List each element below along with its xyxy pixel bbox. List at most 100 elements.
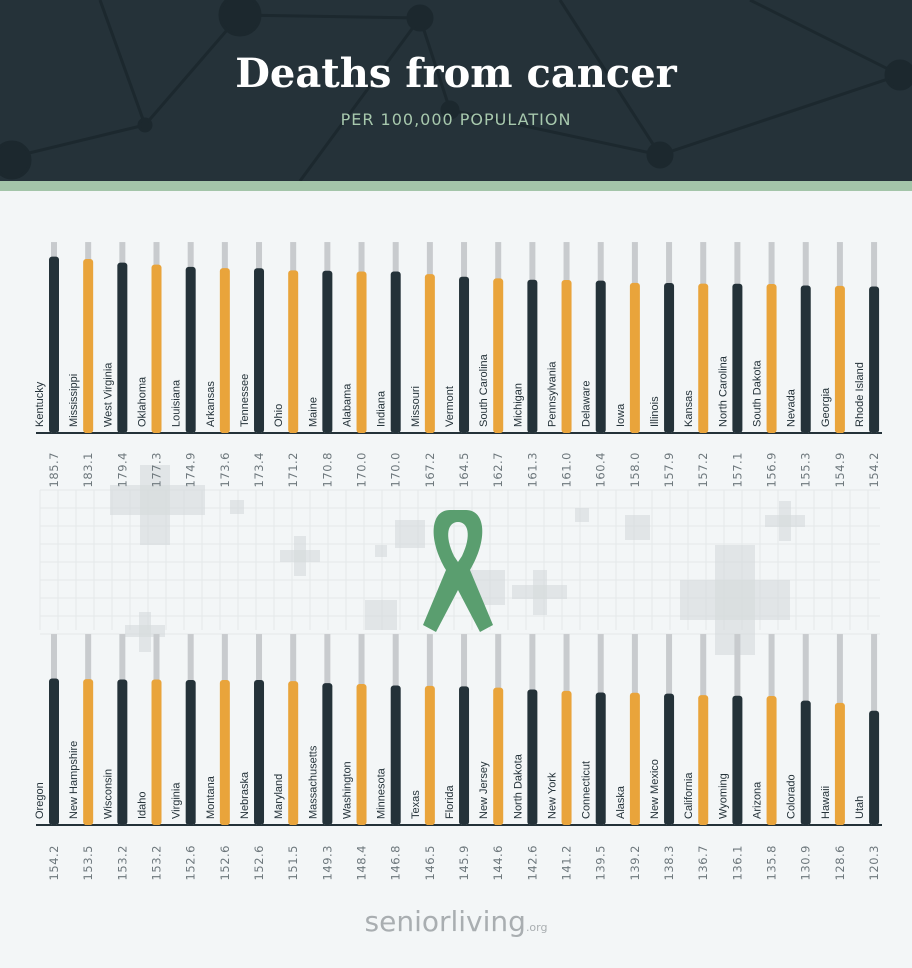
category-label: Idaho — [137, 791, 149, 819]
value-label: 157.9 — [662, 452, 676, 487]
value-label: 156.9 — [765, 452, 779, 487]
value-label: 120.3 — [867, 845, 881, 880]
value-label: 151.5 — [286, 845, 300, 880]
bar — [424, 274, 435, 433]
bar — [732, 283, 743, 433]
value-label: 152.6 — [218, 845, 232, 880]
value-label: 157.2 — [696, 452, 710, 487]
value-label: 153.2 — [150, 845, 164, 880]
chart-title: Deaths from cancer — [235, 50, 677, 97]
network-pattern — [0, 0, 912, 181]
value-label: 141.2 — [560, 845, 574, 880]
category-label: Oregon — [34, 782, 46, 819]
bar-row-2: Oregon 154.2 New Hampshire 153.5 Wisconsin 15… — [34, 634, 882, 880]
category-label: Wyoming — [717, 773, 729, 819]
category-label: Maryland — [273, 774, 285, 819]
value-label: 177.3 — [150, 452, 164, 487]
bar — [390, 271, 401, 433]
category-label: Alabama — [342, 383, 354, 427]
chart-subtitle: PER 100,000 POPULATION — [340, 110, 572, 129]
awareness-ribbon-icon — [423, 510, 493, 632]
value-label: 179.4 — [115, 452, 129, 487]
category-label: Wisconsin — [102, 769, 114, 819]
category-label: West Virginia — [102, 362, 114, 427]
category-label: Tennessee — [239, 374, 251, 427]
category-label: Massachusetts — [307, 745, 319, 819]
value-label: 145.9 — [457, 845, 471, 880]
bar — [800, 285, 811, 433]
value-label: 153.2 — [115, 845, 129, 880]
value-label: 128.6 — [833, 845, 847, 880]
value-label: 185.7 — [47, 452, 61, 487]
bar — [185, 266, 196, 433]
bar — [766, 283, 777, 433]
category-label: Delaware — [581, 381, 593, 427]
bar — [254, 680, 265, 825]
category-label: Arizona — [752, 781, 764, 819]
category-label: New Hampshire — [68, 741, 80, 819]
value-label: 164.5 — [457, 452, 471, 487]
bar — [219, 268, 230, 433]
category-label: Iowa — [615, 403, 627, 427]
bar — [595, 692, 606, 825]
category-label: New York — [547, 772, 559, 819]
value-label: 155.3 — [799, 452, 813, 487]
value-label: 173.6 — [218, 452, 232, 487]
bar — [698, 695, 709, 825]
bar — [322, 270, 333, 433]
value-label: 152.6 — [252, 845, 266, 880]
category-label: North Carolina — [717, 355, 729, 427]
category-label: Alaska — [615, 785, 627, 819]
bar — [869, 286, 880, 433]
value-label: 183.1 — [81, 452, 95, 487]
category-label: Florida — [444, 784, 456, 819]
bar — [117, 679, 128, 825]
bar — [83, 259, 94, 433]
category-label: Nevada — [786, 388, 798, 427]
bar — [151, 264, 162, 433]
value-label: 135.8 — [765, 845, 779, 880]
bar — [664, 282, 675, 433]
value-label: 136.7 — [696, 845, 710, 880]
value-label: 154.9 — [833, 452, 847, 487]
category-label: Kentucky — [34, 381, 46, 427]
category-label: Minnesota — [376, 767, 388, 819]
bar — [459, 276, 470, 433]
bar — [834, 285, 845, 433]
bar — [527, 689, 538, 825]
bar — [766, 695, 777, 825]
bar — [288, 270, 299, 433]
value-label: 146.5 — [423, 845, 437, 880]
bar — [732, 695, 743, 825]
value-label: 161.0 — [560, 452, 574, 487]
value-label: 173.4 — [252, 452, 266, 487]
category-label: Illinois — [649, 396, 661, 427]
category-label: Indiana — [376, 390, 388, 427]
bar — [493, 278, 504, 433]
value-label: 154.2 — [867, 452, 881, 487]
bar — [629, 692, 640, 825]
value-label: 144.6 — [491, 845, 505, 880]
value-label: 139.2 — [628, 845, 642, 880]
category-label: Hawaii — [820, 786, 832, 819]
value-label: 138.3 — [662, 845, 676, 880]
divider-stripe — [0, 181, 912, 191]
bar — [561, 690, 572, 825]
bar — [561, 280, 572, 433]
bar — [83, 679, 94, 825]
bar — [800, 700, 811, 825]
category-label: Oklahoma — [137, 376, 149, 427]
value-label: 146.8 — [389, 845, 403, 880]
category-label: Arkansas — [205, 381, 217, 427]
category-label: Ohio — [273, 404, 285, 427]
bar — [49, 678, 59, 825]
category-label: Kansas — [683, 390, 695, 427]
value-label: 170.0 — [355, 452, 369, 487]
value-label: 170.8 — [320, 452, 334, 487]
category-label: North Dakota — [512, 753, 524, 819]
bar — [424, 685, 435, 825]
bar — [527, 279, 538, 433]
category-label: Georgia — [820, 387, 832, 427]
category-label: Connecticut — [581, 761, 593, 819]
